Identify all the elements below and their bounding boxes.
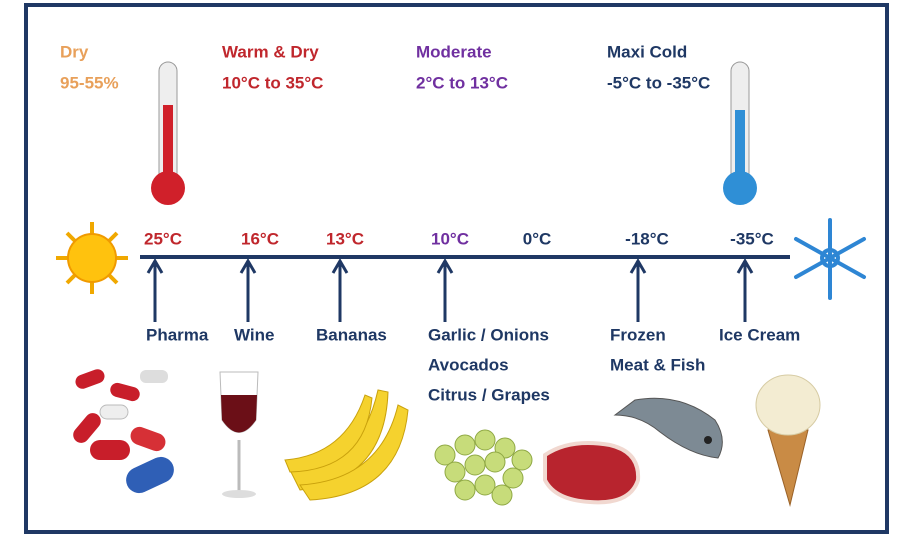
product-label: Meat & Fish xyxy=(610,355,705,374)
pills-image xyxy=(73,369,174,494)
thermometer-cold xyxy=(723,61,757,205)
temperature-label: -35°C xyxy=(730,229,774,248)
temperature-label: 16°C xyxy=(241,229,279,248)
product-label: Avocados xyxy=(428,355,509,374)
temperature-label: 13°C xyxy=(326,229,364,248)
zone-range: 10°C to 35°C xyxy=(222,73,323,92)
snowflake-icon xyxy=(794,218,866,300)
temperature-label: -18°C xyxy=(625,229,669,248)
zone-name: Moderate xyxy=(416,42,492,61)
temperature-label: 0°C xyxy=(523,229,552,248)
arrow-head xyxy=(239,258,257,274)
product-label: Citrus / Grapes xyxy=(428,385,550,404)
zone-range: 2°C to 13°C xyxy=(416,73,508,92)
arrow-head xyxy=(331,258,349,274)
product-label: Pharma xyxy=(146,325,209,344)
arrow-head xyxy=(736,258,754,274)
zone-name: Maxi Cold xyxy=(607,42,687,61)
fish-image xyxy=(613,397,723,459)
product-label: Ice Cream xyxy=(719,325,800,344)
arrow-head xyxy=(629,258,647,274)
grapes-image xyxy=(434,429,533,506)
zone-name: Dry xyxy=(60,42,89,61)
bananas-image xyxy=(284,389,409,501)
thermometer-hot xyxy=(151,61,185,205)
ice-cream-image xyxy=(755,374,821,507)
zone-range: -5°C to -35°C xyxy=(607,73,710,92)
arrow-head xyxy=(436,258,454,274)
sun-icon xyxy=(56,222,128,294)
temperature-label: 25°C xyxy=(144,229,182,248)
temperature-label: 10°C xyxy=(431,229,469,248)
product-label: Garlic / Onions xyxy=(428,325,549,344)
zone-name: Warm & Dry xyxy=(222,42,319,61)
product-label: Frozen xyxy=(610,325,666,344)
product-label: Wine xyxy=(234,325,274,344)
wine-image xyxy=(219,371,259,498)
zone-range: 95-55% xyxy=(60,73,119,92)
arrow-head xyxy=(146,258,164,274)
product-label: Bananas xyxy=(316,325,387,344)
meat-image xyxy=(543,441,641,505)
